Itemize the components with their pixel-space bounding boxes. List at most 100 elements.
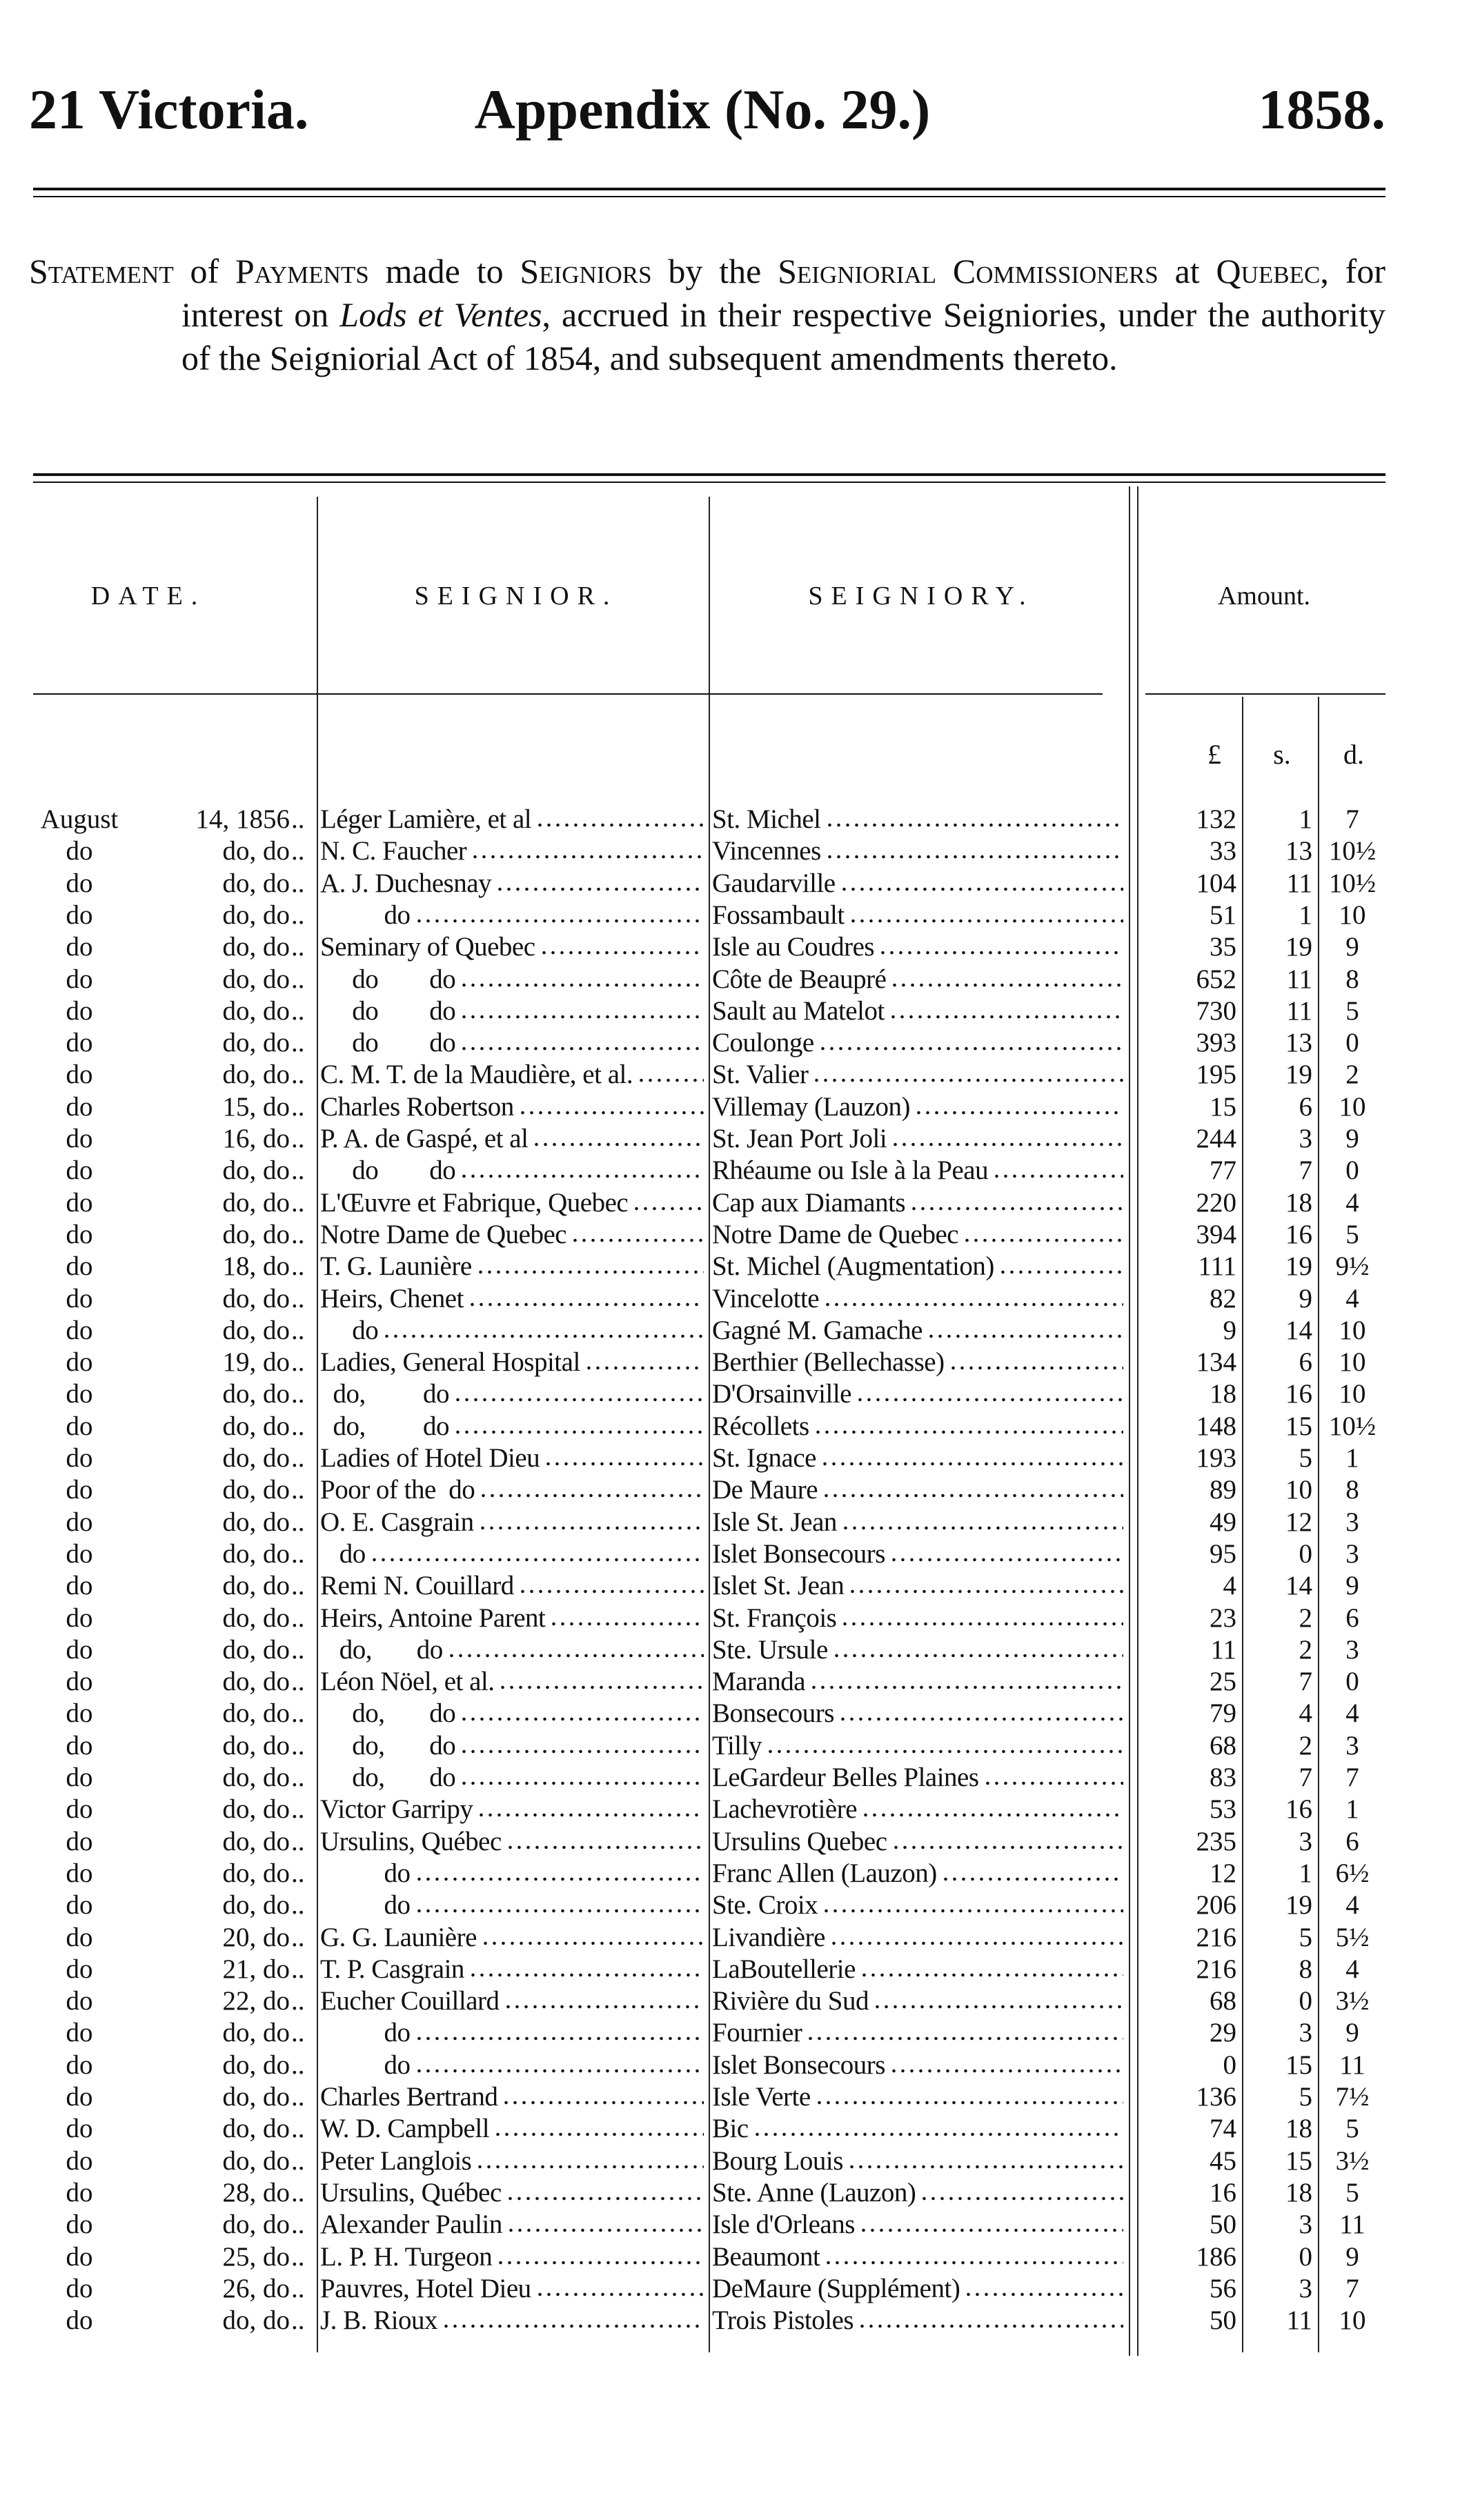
- amount-shillings: 11: [1286, 964, 1312, 994]
- seigniory-name: Coulonge: [712, 1027, 1126, 1059]
- amount-pounds: 393: [1196, 1028, 1237, 1058]
- seigniory-name-text: Livandière: [712, 1922, 825, 1952]
- seignior-name: do: [320, 2017, 707, 2049]
- table-row: do do, do.. O. E. Casgrain Isle St. Jean 49 1…: [0, 1507, 1480, 1538]
- date-day: 16, do: [222, 1124, 290, 1153]
- seignior-name: Ladies of Hotel Dieu: [320, 1442, 707, 1474]
- date-month: do: [66, 1858, 93, 1888]
- header-seigniory: SEIGNIORY.: [808, 582, 1034, 611]
- seigniory-name: Lachevrotière: [712, 1794, 1126, 1825]
- amount-pounds: 50: [1210, 2305, 1236, 2336]
- date-month: do: [66, 1283, 93, 1313]
- date-day: do, do: [222, 932, 290, 962]
- seignior-name-text: do, do: [320, 1634, 443, 1665]
- amount-pounds: 15: [1210, 1091, 1236, 1122]
- seigniory-name: LaBoutellerie: [712, 1954, 1126, 1985]
- date-day: 20, do: [222, 1922, 290, 1952]
- amount-pence: 1: [1345, 1443, 1359, 1473]
- dot-leader: [765, 1747, 1123, 1755]
- dot-leader: [414, 1907, 704, 1915]
- amount-pounds: 244: [1196, 1124, 1237, 1153]
- amount-pence: 5½: [1335, 1922, 1370, 1952]
- amount-pence: 3: [1345, 1730, 1359, 1760]
- dot-leader: [503, 2003, 704, 2011]
- amount-shillings: 8: [1299, 1954, 1313, 1984]
- seignior-name: L. P. H. Turgeon: [320, 2241, 707, 2273]
- seigniory-name: LeGardeur Belles Plaines: [712, 1762, 1126, 1794]
- table-row: do 28, do.. Ursulins, Québec Ste. Anne (Lau…: [0, 2177, 1480, 2209]
- amount-shillings: 11: [1286, 868, 1312, 898]
- seignior-name-text: do, do: [320, 1730, 456, 1760]
- seigniory-name-text: LeGardeur Belles Plaines: [712, 1763, 979, 1792]
- dot-leader: [812, 1077, 1123, 1084]
- amount-pence: 7: [1345, 804, 1359, 834]
- amount-shillings: 18: [1285, 2177, 1312, 2208]
- dot-leader: [505, 2194, 704, 2202]
- dot-leader: [809, 1684, 1123, 1691]
- amount-pounds: 134: [1196, 1347, 1237, 1378]
- seignior-name: A. J. Duchesnay: [320, 868, 707, 900]
- seignior-name: Alexander Paulin: [320, 2209, 707, 2241]
- amount-pounds: 95: [1210, 1538, 1236, 1569]
- seignior-name-text: Léger Lamière, et al: [320, 804, 532, 834]
- amount-pounds: 235: [1196, 1826, 1237, 1856]
- amount-shillings: 2: [1299, 1730, 1313, 1760]
- date-month: do: [66, 1187, 93, 1218]
- seigniory-name: Trois Pistoles: [712, 2305, 1126, 2337]
- date-day: do, do: [222, 1187, 290, 1218]
- date-month: do: [66, 964, 93, 994]
- date-month: do: [66, 1698, 93, 1729]
- dot-leader: ..: [291, 2114, 305, 2144]
- amount-shillings: 3: [1299, 2273, 1313, 2303]
- table-row: do 26, do.. Pauvres, Hotel Dieu DeMaure (Su…: [0, 2273, 1480, 2305]
- amount-pounds: 56: [1210, 2273, 1236, 2303]
- date-month: do: [66, 2050, 93, 2080]
- dot-leader: [479, 1492, 704, 1500]
- dot-leader: ..: [291, 868, 305, 898]
- date-month: do: [66, 2177, 93, 2208]
- dot-leader: [535, 2290, 704, 2298]
- seigniory-name-text: Bourg Louis: [712, 2145, 843, 2176]
- table-row: do do, do.. do do Rhéaume ou Isle à la Pea…: [0, 1155, 1480, 1187]
- amount-shillings: 7: [1299, 1667, 1313, 1697]
- amount-pence: 10: [1339, 2305, 1366, 2336]
- table-top-rule-thin: [33, 482, 1385, 483]
- date-day: do, do: [222, 1571, 290, 1601]
- amount-shillings: 4: [1299, 1698, 1313, 1729]
- dot-leader: [495, 885, 704, 893]
- seignior-name-text: do: [320, 2050, 411, 2080]
- seignior-name-text: Seminary of Quebec: [320, 932, 535, 962]
- date-month: do: [66, 1826, 93, 1856]
- seigniory-name: Fournier: [712, 2017, 1126, 2049]
- amount-pounds: 195: [1196, 1060, 1237, 1090]
- seignior-name: Ursulins, Québec: [320, 2177, 707, 2209]
- dot-leader: ..: [291, 1858, 305, 1888]
- table-row: do do, do.. Victor Garripy Lachevrotière 53 1…: [0, 1794, 1480, 1825]
- seigniory-name: Islet Bonsecours: [712, 1538, 1126, 1570]
- seigniory-name: Maranda: [712, 1666, 1126, 1698]
- amount-pounds: 216: [1196, 1922, 1237, 1952]
- table-row: do do, do.. Remi N. Couillard Islet St. Jea…: [0, 1570, 1480, 1602]
- dot-leader: [460, 1045, 704, 1053]
- amount-pounds: 394: [1196, 1219, 1237, 1249]
- seignior-name: T. P. Casgrain: [320, 1954, 707, 1985]
- amount-shillings: 0: [1299, 1538, 1313, 1569]
- date-month: do: [66, 1763, 93, 1792]
- dot-leader: [460, 1716, 704, 1723]
- dot-leader: [752, 2131, 1123, 2139]
- dot-leader: ..: [291, 1730, 305, 1760]
- table-row: do do, do.. do, do Tilly 68 2 3: [0, 1730, 1480, 1762]
- table-row: do do, do.. Heirs, Chenet Vincelotte 82 9 4: [0, 1283, 1480, 1315]
- seignior-name-text: do, do: [320, 1411, 450, 1441]
- table-row: do do, do.. Ladies of Hotel Dieu St. Ignace…: [0, 1442, 1480, 1474]
- amount-pence: 10½: [1328, 836, 1377, 866]
- seigniory-name-text: Trois Pistoles: [712, 2305, 854, 2336]
- dot-leader: [825, 853, 1123, 861]
- dot-leader: [848, 917, 1123, 924]
- amount-shillings: 19: [1285, 1060, 1312, 1090]
- amount-shillings: 2: [1299, 1634, 1313, 1665]
- seigniory-name-text: Isle au Coudres: [712, 932, 875, 962]
- amount-shillings: 7: [1299, 1763, 1313, 1792]
- dot-leader: ..: [291, 900, 305, 930]
- dot-leader: [840, 1524, 1123, 1531]
